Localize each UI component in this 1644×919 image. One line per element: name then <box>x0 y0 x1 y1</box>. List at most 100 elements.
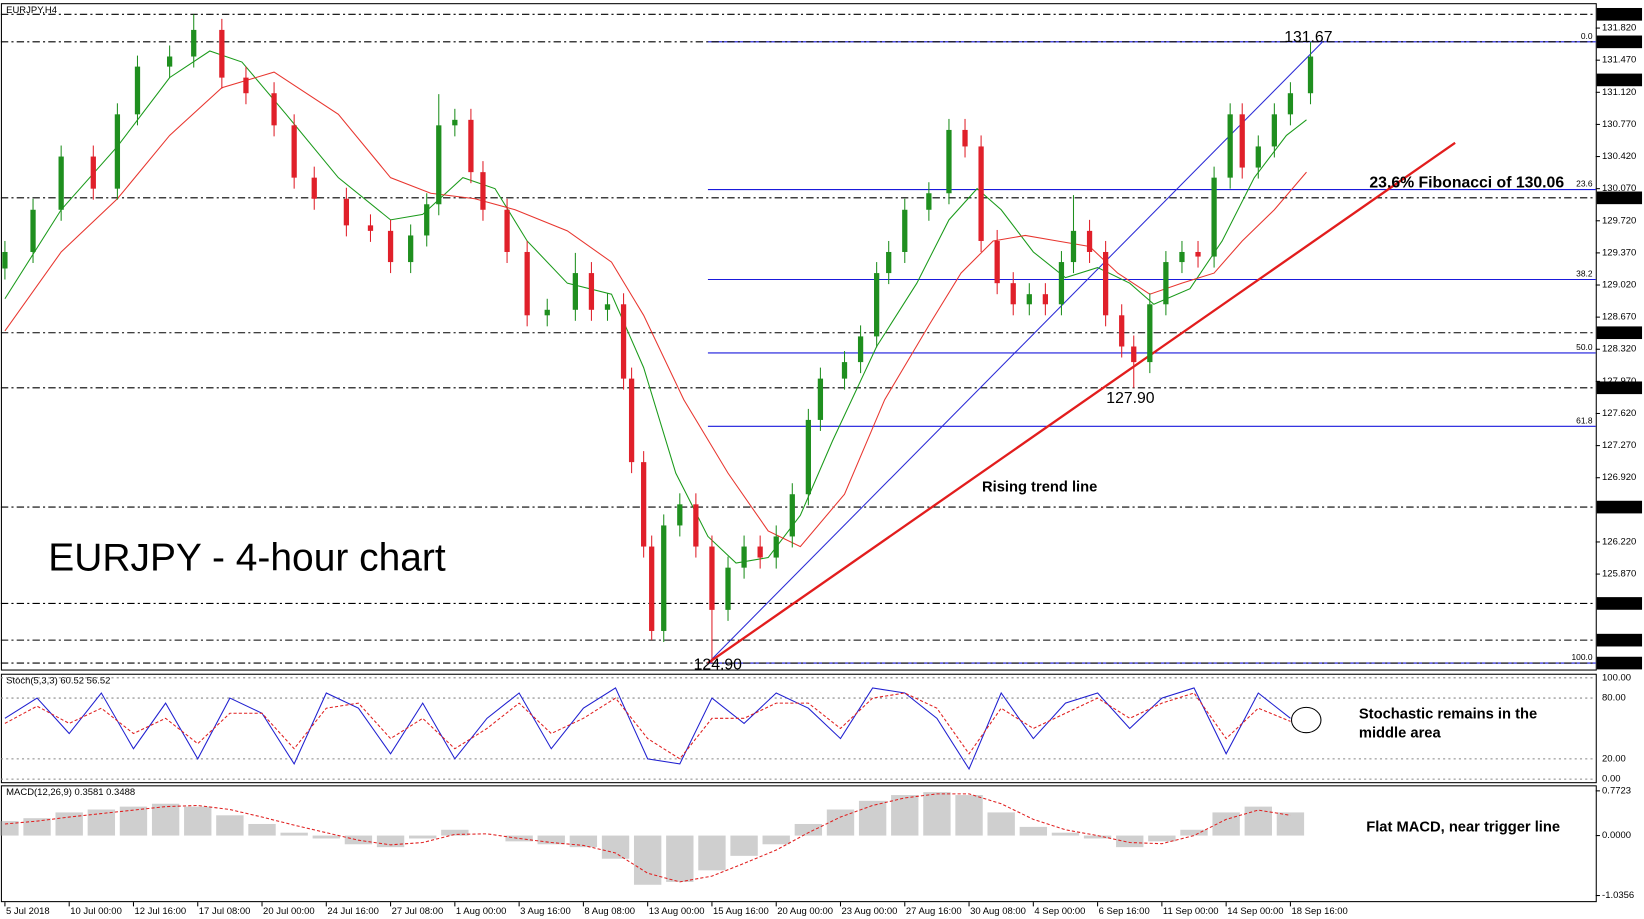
level-label: 126.600 <box>1600 502 1634 513</box>
candle-body <box>544 309 550 316</box>
y-tick-label: -1.0356 <box>1602 890 1634 901</box>
macd-bar <box>312 835 340 839</box>
fib-label: 50.0 <box>1576 342 1593 352</box>
macd-bar <box>730 835 758 856</box>
y-tick-label: 127.970 <box>1602 376 1636 387</box>
x-tick-label: 10 Jul 00:00 <box>70 906 122 917</box>
trend-line <box>707 141 1456 665</box>
low-label: 124.90 <box>694 656 742 673</box>
stoch-frame <box>0 673 1597 784</box>
macd-bar <box>409 835 437 839</box>
candle-body <box>604 304 611 310</box>
y-tick-label: 128.670 <box>1602 312 1636 323</box>
candle-body <box>620 304 627 379</box>
x-tick-label: 15 Aug 16:00 <box>713 906 769 917</box>
level-label: 124.900 <box>1600 658 1634 669</box>
macd-bar <box>216 815 244 836</box>
candle-body <box>2 251 8 269</box>
y-tick-label: 0.7723 <box>1602 785 1631 796</box>
y-tick-label: 126.220 <box>1602 536 1636 547</box>
stoch-line <box>4 687 1291 771</box>
macd-bar <box>987 812 1015 836</box>
candle-body <box>1070 230 1077 263</box>
candle-body <box>1119 315 1125 347</box>
fib-label: 0.0 <box>1581 31 1593 41</box>
candle-body <box>725 567 731 610</box>
candle-body <box>1131 346 1137 363</box>
candle-body <box>311 177 317 199</box>
candle-body <box>387 230 394 263</box>
macd-note: Flat MACD, near trigger line <box>1366 819 1560 835</box>
y-tick-label: 128.320 <box>1602 344 1636 355</box>
x-tick-label: 27 Jul 08:00 <box>392 906 444 917</box>
chart-title: EURJPY - 4-hour chart <box>48 536 446 579</box>
level-box <box>1596 35 1643 49</box>
candle-body <box>408 235 414 263</box>
y-tick-label: 126.920 <box>1602 472 1636 483</box>
y-tick-label: 131.470 <box>1602 55 1636 66</box>
candle-body <box>291 125 297 178</box>
macd-bar <box>1148 835 1176 842</box>
y-tick-label: 130.070 <box>1602 183 1636 194</box>
fib-label: 38.2 <box>1576 268 1593 278</box>
macd-title: MACD(12,26,9) 0.3581 0.3488 <box>6 787 135 798</box>
candle-body <box>504 209 510 252</box>
macd-bar <box>794 823 823 836</box>
macd-bar <box>923 792 951 836</box>
candle-body <box>628 378 635 463</box>
macd-bar <box>0 821 19 836</box>
x-tick-label: 24 Jul 16:00 <box>327 906 379 917</box>
x-tick-label: 4 Sep 00:00 <box>1034 906 1085 917</box>
candle-body <box>114 114 121 189</box>
candle-body <box>693 504 699 547</box>
candle-body <box>886 251 892 274</box>
stoch-line <box>4 692 1291 760</box>
moving-average <box>4 50 1307 564</box>
candle-body <box>271 93 277 126</box>
candle-body <box>857 336 864 363</box>
candle-body <box>1086 230 1093 252</box>
macd-bar <box>441 829 469 836</box>
macd-bar <box>858 800 887 836</box>
candle-body <box>902 209 908 252</box>
stoch-title: Stoch(5,3,3) 60.52 56.52 <box>6 676 110 687</box>
candle-body <box>677 504 683 526</box>
low-label: 127.90 <box>1106 390 1154 407</box>
candle-body <box>741 546 747 568</box>
level-box <box>1596 191 1643 205</box>
candle-body <box>926 193 932 210</box>
y-tick-label: 127.620 <box>1602 408 1636 419</box>
fib-note: 23.6% Fibonacci of 130.06 <box>1369 174 1564 191</box>
price-box <box>1596 73 1643 87</box>
x-tick-label: 17 Jul 08:00 <box>199 906 251 917</box>
y-tick-label: 0.0000 <box>1602 830 1631 841</box>
x-tick-label: 23 Aug 00:00 <box>842 906 898 917</box>
candle-body <box>946 129 952 194</box>
candle-body <box>773 536 779 558</box>
candle-body <box>588 273 595 310</box>
candle-body <box>1163 262 1169 305</box>
candle-body <box>1227 114 1233 178</box>
y-tick-label: 129.020 <box>1602 280 1636 291</box>
candle-body <box>1287 93 1294 115</box>
stoch-note: Stochastic remains in the <box>1359 707 1537 723</box>
fib-label: 61.8 <box>1576 415 1593 425</box>
macd-bar <box>119 806 148 836</box>
level-label: 125.150 <box>1600 635 1634 646</box>
candle-body <box>191 29 197 57</box>
candle-body <box>1042 294 1049 305</box>
candle-body <box>1026 294 1032 305</box>
candle-body <box>424 204 430 236</box>
y-tick-label: 129.720 <box>1602 215 1636 226</box>
candle-body <box>436 125 442 205</box>
candle-body <box>243 77 249 94</box>
y-tick-label: 131.120 <box>1602 87 1636 98</box>
macd-bar <box>151 803 180 836</box>
x-tick-label: 27 Aug 16:00 <box>906 906 962 917</box>
macd-bar <box>891 795 919 836</box>
moving-average <box>4 71 1307 548</box>
level-label: 129.970 <box>1600 192 1634 203</box>
symbol-label: EURJPY,H4 <box>6 5 57 16</box>
candle-body <box>1211 177 1217 257</box>
